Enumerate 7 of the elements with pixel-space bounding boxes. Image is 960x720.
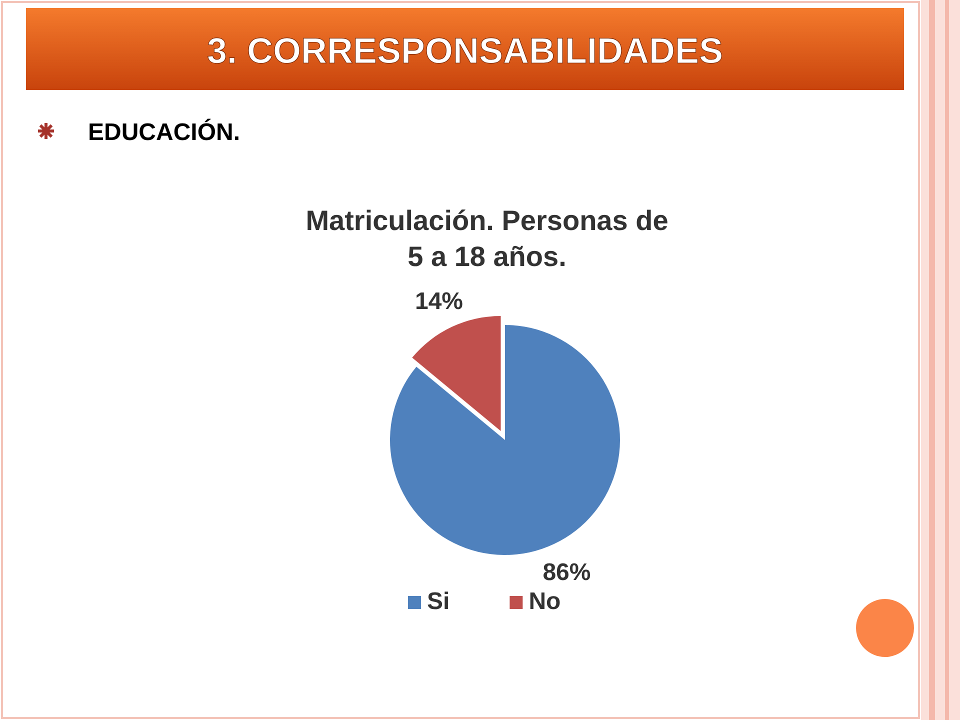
legend-label: No [528,588,561,615]
chart-title: Matriculación. Personas de 5 a 18 años. [306,205,668,272]
text: 3. CORRESPONSABILIDADES [206,30,724,71]
data-label: 86% [542,559,591,586]
text: EDUCACIÓN. [88,118,240,146]
data-label: 14% [414,288,464,315]
legend-label: Si [427,588,450,615]
